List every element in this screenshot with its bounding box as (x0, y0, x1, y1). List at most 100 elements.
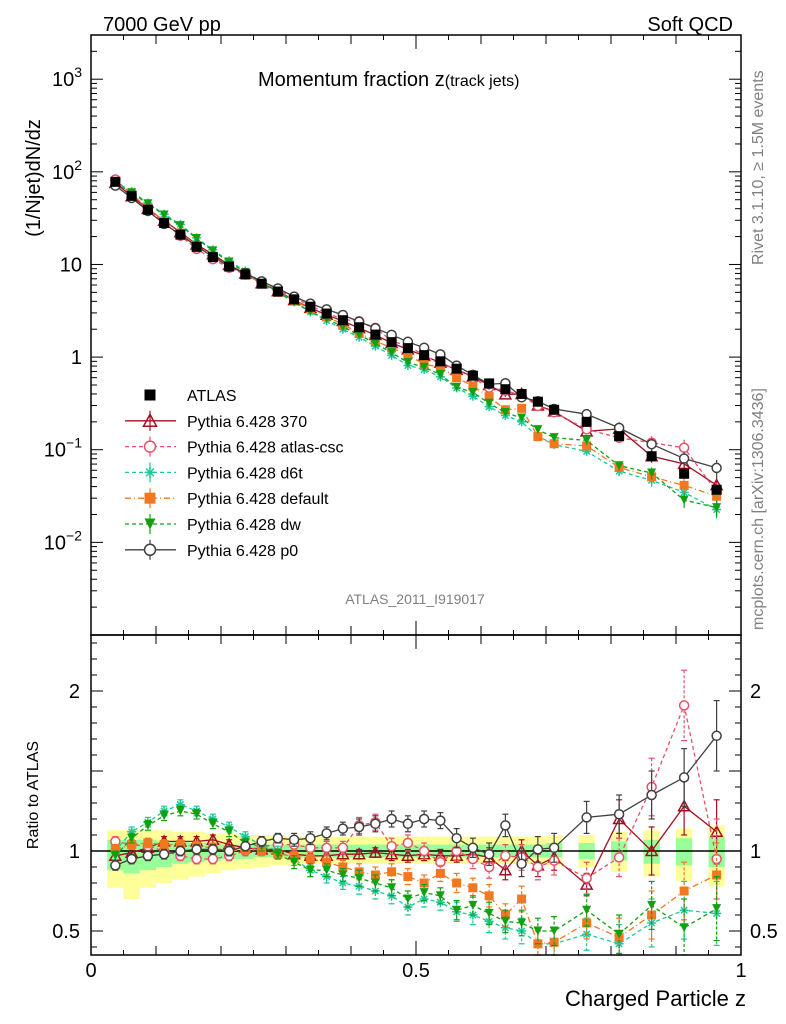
data-point (484, 908, 494, 918)
data-point (452, 878, 462, 888)
data-point (354, 330, 364, 340)
data-point (435, 868, 445, 878)
series-atlas-main (110, 176, 722, 495)
data-point (468, 387, 478, 397)
data-point (110, 851, 120, 861)
data-point (451, 832, 462, 844)
data-point (500, 408, 510, 418)
series-pythia-6-428-d6t-ratio (110, 799, 722, 956)
data-point (402, 818, 414, 830)
data-point (305, 865, 315, 875)
data-point (549, 433, 559, 443)
data-point (582, 446, 592, 456)
data-point (288, 834, 300, 846)
data-point (500, 916, 510, 926)
data-point (175, 806, 185, 816)
data-point (712, 503, 722, 513)
data-point (402, 837, 414, 849)
ratio-y-tick-label: 0.5 (52, 921, 80, 943)
data-point (533, 926, 543, 936)
data-point (387, 883, 397, 893)
data-point (289, 857, 299, 867)
data-point (256, 836, 267, 847)
legend-marker (144, 466, 156, 478)
data-point (500, 820, 511, 831)
data-point (419, 888, 429, 898)
series-pythia-6-428-p0-main (110, 180, 722, 478)
legend-entry: Pythia 6.428 p0 (125, 539, 298, 560)
data-point (517, 403, 527, 413)
data-point (387, 867, 397, 877)
data-point (403, 350, 413, 360)
data-point (452, 382, 462, 392)
data-point (498, 863, 513, 876)
legend-marker (144, 389, 156, 401)
data-point (126, 853, 137, 865)
data-point (678, 442, 690, 454)
data-point (110, 844, 120, 854)
data-point (191, 844, 202, 855)
legend-marker (144, 518, 156, 530)
data-point (418, 845, 430, 857)
data-point (532, 844, 544, 855)
x-tick-label: 1 (735, 960, 746, 982)
data-point (126, 190, 137, 201)
chart-title-main: Momentum fraction z (258, 69, 445, 91)
legend-label: Pythia 6.428 dw (187, 517, 301, 534)
y-axis-label-main: (1/Njet)dN/dz (23, 119, 45, 237)
data-point (549, 404, 560, 415)
data-point (452, 905, 462, 915)
data-point (484, 378, 495, 389)
legend-label: Pythia 6.428 default (187, 491, 329, 508)
data-point (614, 461, 624, 471)
data-point (712, 870, 722, 880)
data-point (142, 850, 154, 862)
energy-label: 7000 GeV pp (103, 14, 221, 36)
data-point (679, 468, 690, 479)
data-point (614, 431, 625, 442)
data-point (483, 848, 495, 860)
data-point (581, 872, 592, 884)
y-tick-label: 102 (52, 157, 82, 184)
data-point (159, 840, 169, 850)
data-point (127, 833, 137, 843)
legend-entry: Pythia 6.428 default (125, 488, 329, 509)
data-point (207, 252, 218, 263)
data-point (452, 373, 462, 383)
ratio-frame (90, 634, 742, 956)
data-point (468, 900, 478, 910)
data-point (517, 918, 527, 928)
data-point (517, 894, 527, 904)
data-point (678, 700, 690, 711)
data-point (644, 843, 659, 857)
data-point (711, 462, 722, 474)
data-point (337, 842, 349, 854)
data-point (549, 926, 559, 936)
ratio-y-tick-label-right: 1 (750, 841, 761, 863)
data-point (191, 853, 202, 865)
data-point (192, 809, 202, 819)
data-point (484, 392, 494, 402)
data-point (679, 495, 689, 505)
data-point (484, 916, 494, 926)
data-point (403, 894, 413, 904)
data-point (305, 301, 316, 312)
data-point (338, 862, 348, 872)
data-point (646, 789, 657, 801)
data-point (110, 860, 121, 871)
data-point (435, 362, 445, 372)
data-point (418, 813, 430, 825)
chart-title-sub: (track jets) (445, 73, 520, 90)
data-point (175, 845, 186, 857)
data-point (613, 808, 625, 820)
data-point (273, 849, 283, 859)
y-tick-label: 10−2 (44, 527, 82, 554)
data-point (337, 315, 348, 326)
data-point (435, 356, 446, 367)
series-line (115, 182, 717, 509)
y-tick-label: 103 (52, 64, 82, 91)
data-point (613, 422, 625, 434)
data-point (159, 811, 169, 821)
data-point (419, 878, 429, 888)
